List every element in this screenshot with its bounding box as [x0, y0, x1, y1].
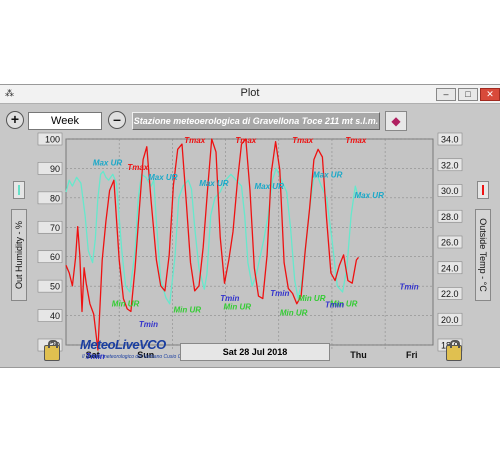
left-tick-label: 70 [50, 223, 60, 233]
right-tick-box [437, 209, 463, 223]
right-tick-label: 32.0 [441, 160, 459, 170]
right-tick-box [437, 184, 463, 197]
humidity-series-toggle[interactable] [13, 181, 25, 199]
chart-annotation: Min UR [112, 300, 140, 309]
left-tick-box [37, 162, 63, 175]
right-tick-label: 34.0 [441, 135, 459, 145]
logo-text: MeteoLiveVCO [80, 337, 166, 352]
chart-annotation: Min UR [280, 309, 308, 318]
right-tick-box [437, 158, 463, 172]
chart-annotation: Tmax [292, 136, 313, 145]
plot-area [65, 138, 434, 346]
left-tick-label: 80 [50, 193, 60, 203]
chart-annotation: Min UR [298, 294, 326, 303]
left-axis-label-box: Out Humidity - % [11, 209, 27, 301]
left-tick-box [37, 279, 63, 293]
right-tick-box [437, 235, 463, 249]
station-name-banner: Stazione meteoerologica di Gravellona To… [132, 112, 380, 130]
temperature-series-line [65, 138, 360, 351]
zoom-out-button[interactable]: – [108, 111, 126, 129]
weather-chart: 1009080706050403034.032.030.028.026.024.… [37, 132, 463, 361]
day-label: Sun [137, 350, 154, 360]
minimize-button[interactable]: – [436, 88, 456, 101]
right-tick-label: 26.0 [441, 238, 459, 248]
chart-annotation: Max UR [355, 191, 385, 200]
right-tick-label: 24.0 [441, 263, 459, 273]
left-tick-label: 50 [50, 282, 60, 292]
day-label: Sat [86, 350, 100, 360]
day-label: Fri [406, 350, 418, 360]
plot-window: ⁂ Plot – □ ✕ + Week – Stazione meteoerol… [0, 84, 500, 368]
left-tick-box [37, 191, 63, 205]
chart-annotation: Min UR [173, 306, 201, 315]
left-tick-box [37, 132, 63, 146]
chart-annotation: Max UR [93, 158, 123, 167]
day-label: Thu [350, 350, 367, 360]
chart-annotation: Max UR [313, 170, 343, 179]
chart-annotation: Max UR [255, 182, 285, 191]
right-tick-label: 22.0 [441, 289, 459, 299]
left-tick-label: 90 [50, 164, 60, 174]
right-tick-box [437, 312, 463, 326]
right-tick-label: 20.0 [441, 315, 459, 325]
chart-app-icon[interactable]: ⁂ [5, 88, 14, 98]
title-bar[interactable]: ⁂ Plot – □ ✕ [0, 85, 500, 104]
left-tick-box [37, 309, 63, 322]
window-title: Plot [240, 87, 260, 99]
left-tick-label: 60 [50, 252, 60, 262]
lock-icon[interactable] [446, 340, 462, 361]
chart-annotation: Tmax [345, 136, 366, 145]
date-display: Sat 28 Jul 2018 [180, 343, 330, 361]
left-tick-label: 40 [50, 311, 60, 321]
period-selector[interactable]: Week [28, 112, 102, 130]
chart-annotation: Tmin [86, 352, 105, 361]
chart-annotation: Tmin [139, 320, 158, 329]
chart-annotation: Tmin [325, 301, 344, 310]
right-tick-box [437, 261, 463, 275]
right-tick-box [437, 287, 463, 300]
right-tick-box [437, 132, 463, 146]
chart-annotation: Max UR [148, 173, 178, 182]
chart-annotation: Min UR [330, 300, 358, 309]
right-tick-label: 30.0 [441, 186, 459, 196]
maximize-button[interactable]: □ [458, 88, 478, 101]
chart-annotation: Tmax [127, 163, 148, 172]
chart-annotation: Max UR [199, 179, 229, 188]
chart-annotation: Min UR [223, 303, 251, 312]
chart-annotation: Tmin [220, 294, 239, 303]
left-tick-label: 100 [45, 135, 60, 145]
left-tick-box [37, 220, 63, 234]
zoom-in-button[interactable]: + [6, 111, 24, 129]
meteolivevco-logo: MeteoLiveVCO Il portale meteorologico de… [80, 337, 194, 365]
chart-annotation: Tmin [270, 289, 289, 298]
chart-annotation: Tmax [184, 136, 205, 145]
lock-icon[interactable] [44, 340, 60, 361]
chart-annotation: Tmax [235, 136, 256, 145]
right-axis-label-box: Outside Temp - °C [475, 209, 491, 301]
left-tick-box [37, 250, 63, 264]
temperature-series-toggle[interactable] [477, 181, 489, 199]
palette-icon[interactable]: ◆ [385, 111, 407, 131]
chart-annotation: Tmin [400, 283, 419, 292]
logo-tagline: Il portale meteorologico del Verbano Cus… [82, 354, 194, 360]
right-tick-label: 28.0 [441, 212, 459, 222]
